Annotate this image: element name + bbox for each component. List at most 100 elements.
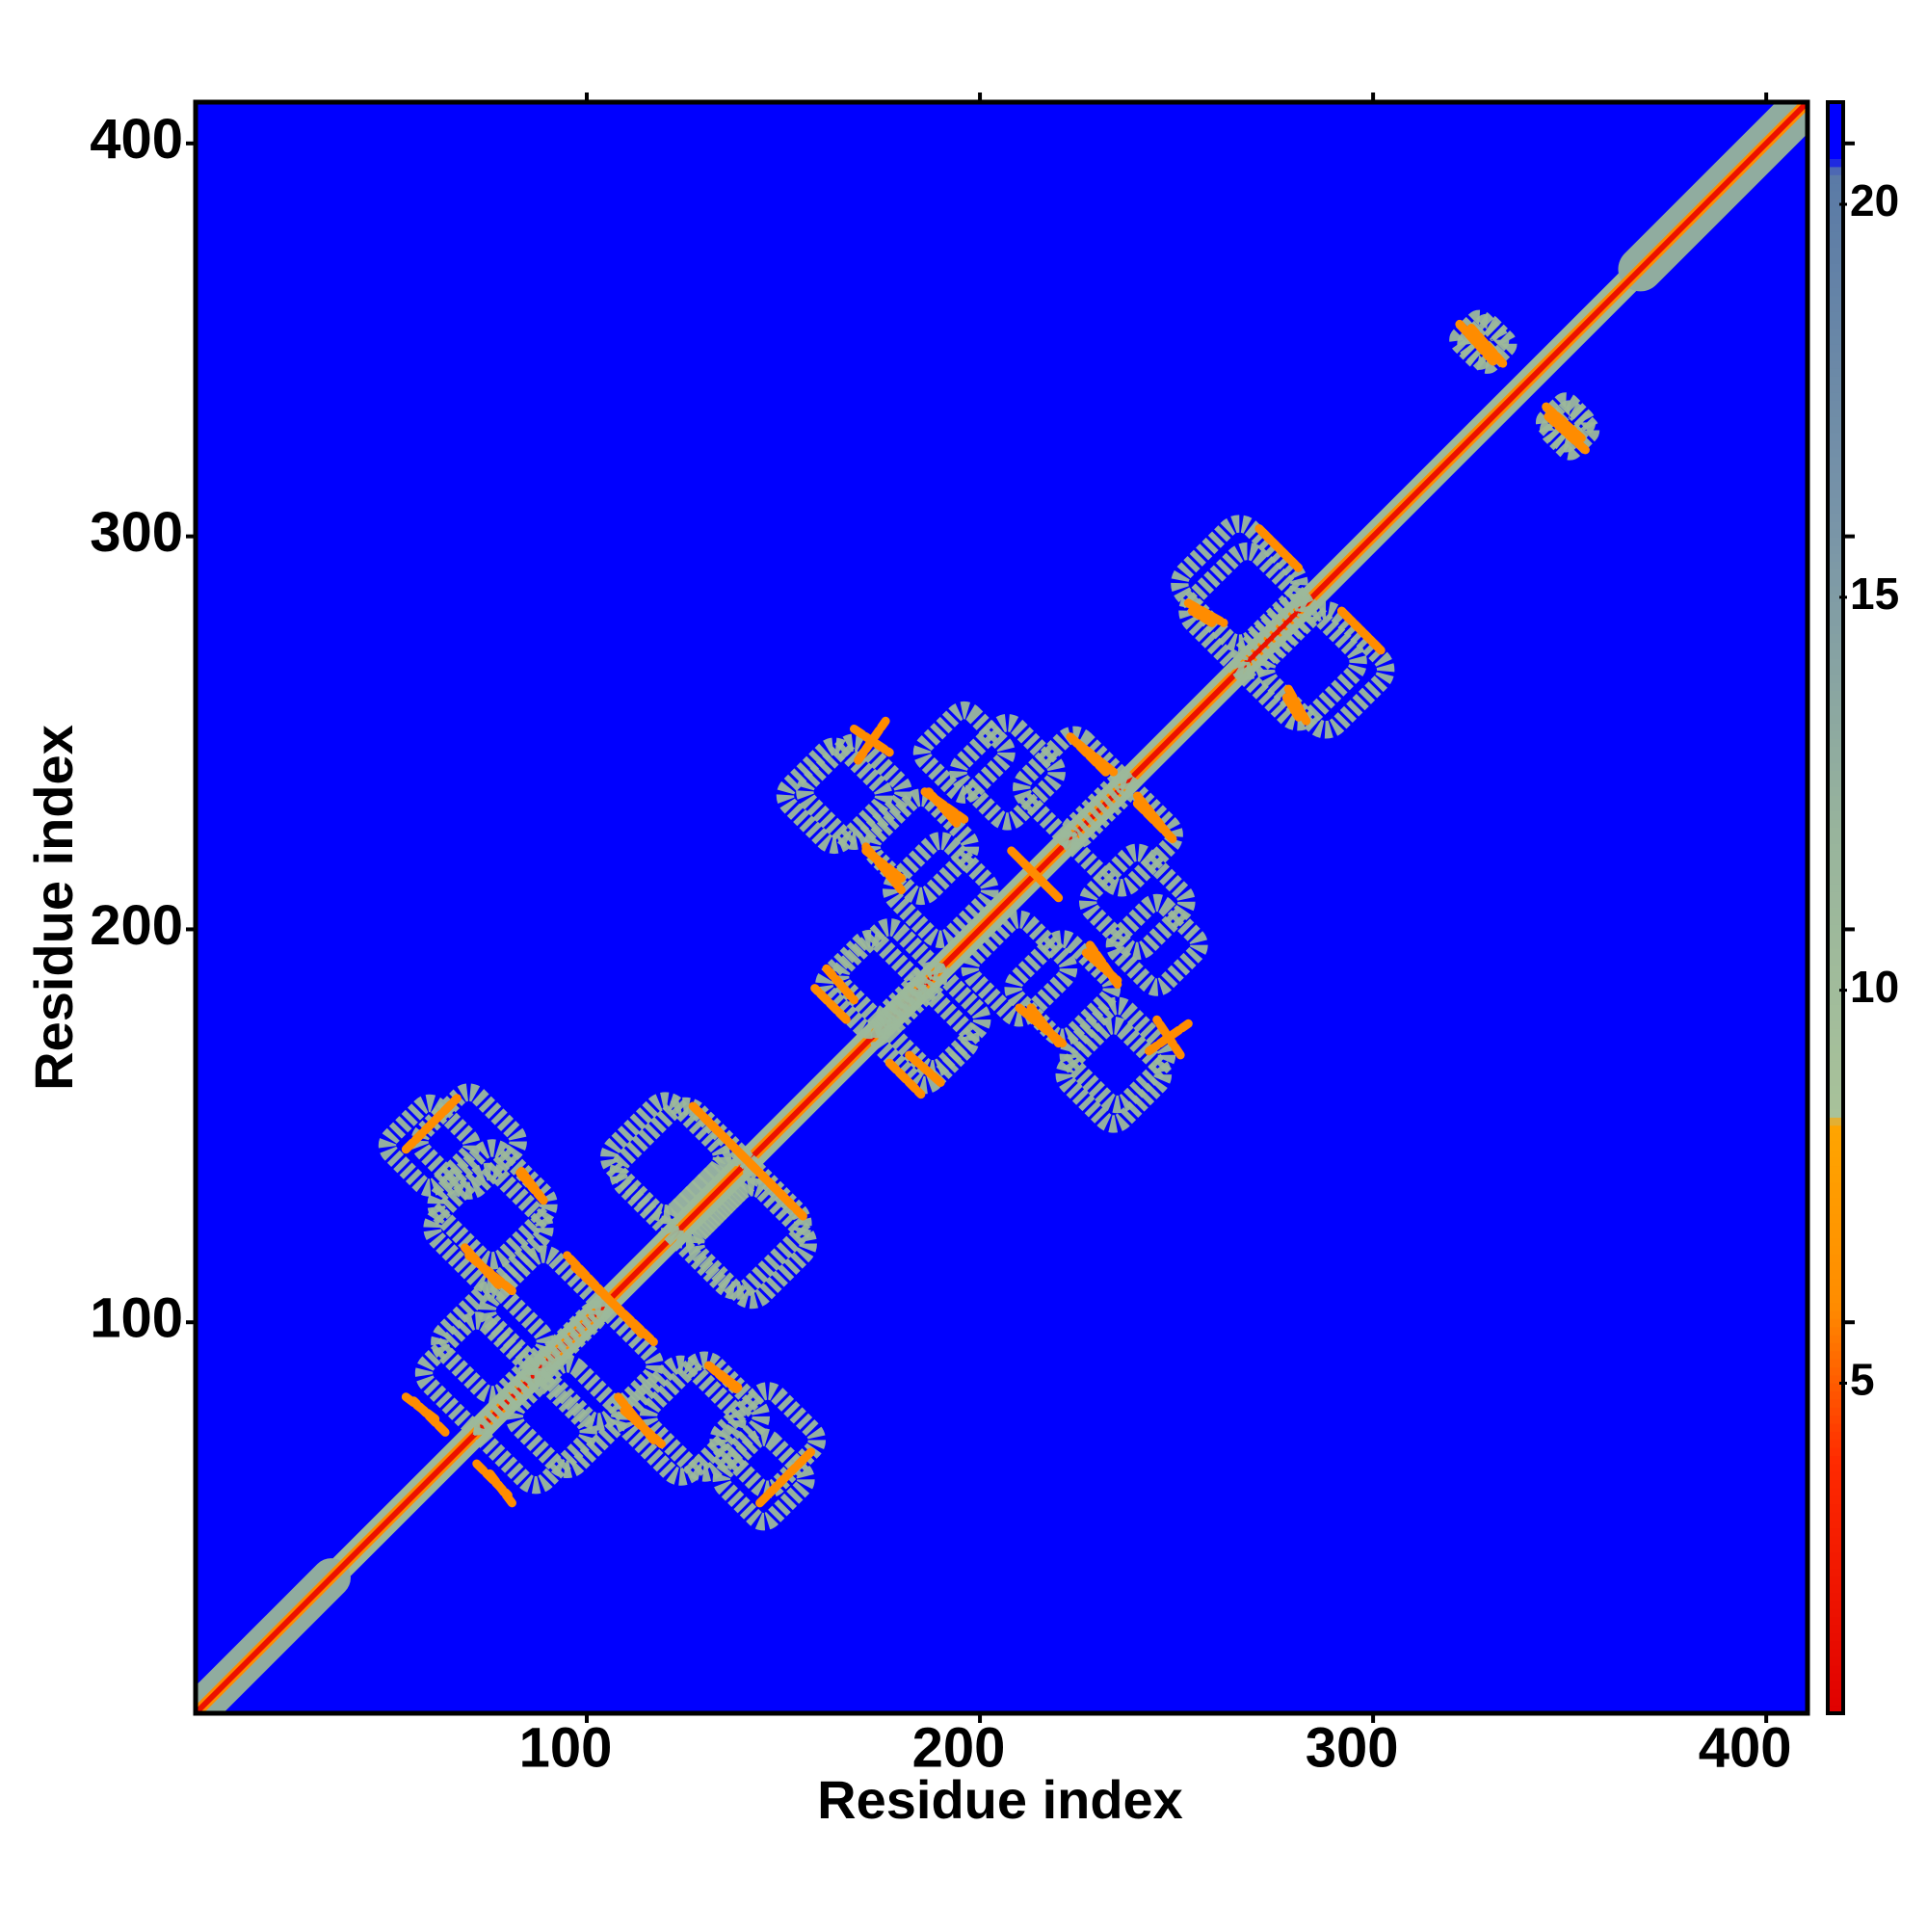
colorbar-cell xyxy=(1828,947,1843,957)
colorbar-cell xyxy=(1828,206,1843,216)
contact-ring xyxy=(712,1428,815,1531)
colorbar-cell xyxy=(1828,891,1843,901)
contact-line xyxy=(924,787,962,828)
colorbar-cell xyxy=(1828,834,1843,844)
colorbar-cell xyxy=(1828,1503,1843,1513)
colorbar-cell xyxy=(1828,569,1843,578)
colorbar-cell xyxy=(1828,1181,1843,1191)
colorbar-cell xyxy=(1828,1431,1843,1441)
x-tick-label: 400 xyxy=(1699,1716,1792,1779)
colorbar-cell xyxy=(1828,585,1843,595)
plot-area xyxy=(196,102,1808,1713)
colorbar-cell xyxy=(1828,722,1843,731)
colorbar-cell xyxy=(1828,391,1843,401)
colorbar-cell xyxy=(1828,1165,1843,1175)
contact-line xyxy=(755,1447,816,1508)
contact-ring xyxy=(431,1280,555,1404)
colorbar-cell xyxy=(1828,1697,1843,1707)
colorbar-cell xyxy=(1828,537,1843,546)
contact-line xyxy=(1081,948,1122,985)
colorbar-cell xyxy=(1828,601,1843,611)
colorbar-cell xyxy=(1828,1149,1843,1158)
colorbar-cell xyxy=(1828,319,1843,329)
colorbar-cell xyxy=(1828,738,1843,748)
colorbar-cell xyxy=(1828,964,1843,973)
colorbar-cell xyxy=(1828,520,1843,530)
contact-line xyxy=(1281,693,1304,722)
colorbar-cell xyxy=(1828,1592,1843,1601)
contact-ring xyxy=(1178,542,1316,680)
contact-line xyxy=(1183,598,1228,627)
colorbar-cell xyxy=(1828,384,1843,393)
contact-line xyxy=(1145,1019,1193,1056)
colorbar-cell xyxy=(1828,1374,1843,1384)
contact-line xyxy=(1015,1003,1068,1048)
contact-line xyxy=(1187,606,1217,627)
colorbar-cell xyxy=(1828,1608,1843,1618)
colorbar-cell xyxy=(1828,746,1843,755)
colorbar-cell xyxy=(1828,182,1843,192)
colorbar-cell xyxy=(1828,1270,1843,1280)
colorbar-frame xyxy=(1826,100,1845,1715)
contact-ring xyxy=(1059,996,1176,1114)
colorbar-cell xyxy=(1828,843,1843,852)
colorbar-cell xyxy=(1828,1109,1843,1118)
colorbar-cell xyxy=(1828,1278,1843,1287)
colorbar-cell xyxy=(1828,810,1843,820)
colorbar-cell xyxy=(1828,1173,1843,1182)
colorbar-cell xyxy=(1828,110,1843,119)
contact-line xyxy=(822,964,858,1005)
colorbar-cell xyxy=(1828,1664,1843,1674)
colorbar-cell xyxy=(1828,1350,1843,1360)
colorbar-cell xyxy=(1828,875,1843,885)
colorbar-cell xyxy=(1828,1100,1843,1110)
y-tick-label: 200 xyxy=(90,894,183,957)
colorbar-tick-label: 5 xyxy=(1850,1355,1875,1405)
contact-ring xyxy=(961,910,1078,1027)
colorbar-cell xyxy=(1828,690,1843,700)
colorbar-cell xyxy=(1828,1383,1843,1392)
colorbar-cell xyxy=(1828,714,1843,724)
colorbar-cell xyxy=(1828,577,1843,587)
plot-frame xyxy=(193,99,1810,1716)
colorbar-cell xyxy=(1828,1632,1843,1642)
colorbar-cell xyxy=(1828,1536,1843,1545)
colorbar-cell xyxy=(1828,134,1843,144)
contact-line xyxy=(1542,402,1586,443)
contact-ring xyxy=(474,1370,597,1495)
colorbar-cell xyxy=(1828,472,1843,482)
colorbar-cell xyxy=(1828,1093,1843,1102)
colorbar-cell xyxy=(1828,496,1843,506)
colorbar-cell xyxy=(1828,995,1843,1005)
colorbar-cell xyxy=(1828,932,1843,940)
colorbar-cell xyxy=(1828,859,1843,868)
colorbar-cell xyxy=(1828,1463,1843,1472)
colorbar-cell xyxy=(1828,1326,1843,1336)
colorbar-cell xyxy=(1828,1512,1843,1521)
colorbar-cell xyxy=(1828,1560,1843,1570)
colorbar-cell xyxy=(1828,367,1843,377)
colorbar-cell xyxy=(1828,150,1843,160)
colorbar-cell xyxy=(1828,940,1843,949)
colorbar-cell xyxy=(1828,1222,1843,1231)
colorbar-cell xyxy=(1828,1189,1843,1199)
colorbar-cell xyxy=(1828,1157,1843,1167)
colorbar-cell xyxy=(1828,1246,1843,1255)
colorbar-cell xyxy=(1828,618,1843,626)
colorbar-cell xyxy=(1828,980,1843,990)
colorbar-cell xyxy=(1828,1568,1843,1577)
colorbar-cell xyxy=(1828,649,1843,659)
colorbar-cell xyxy=(1828,254,1843,264)
contact-line xyxy=(884,1058,926,1099)
colorbar-cell xyxy=(1828,1261,1843,1271)
colorbar-cell xyxy=(1828,642,1843,650)
colorbar-cell xyxy=(1828,779,1843,788)
contact-ring xyxy=(533,1300,664,1431)
colorbar-cell xyxy=(1828,1415,1843,1424)
contact-line xyxy=(1258,528,1304,572)
colorbar-cell xyxy=(1828,239,1843,248)
colorbar-cell xyxy=(1828,1141,1843,1151)
contact-ring xyxy=(378,1094,481,1197)
colorbar-cell xyxy=(1828,102,1843,111)
